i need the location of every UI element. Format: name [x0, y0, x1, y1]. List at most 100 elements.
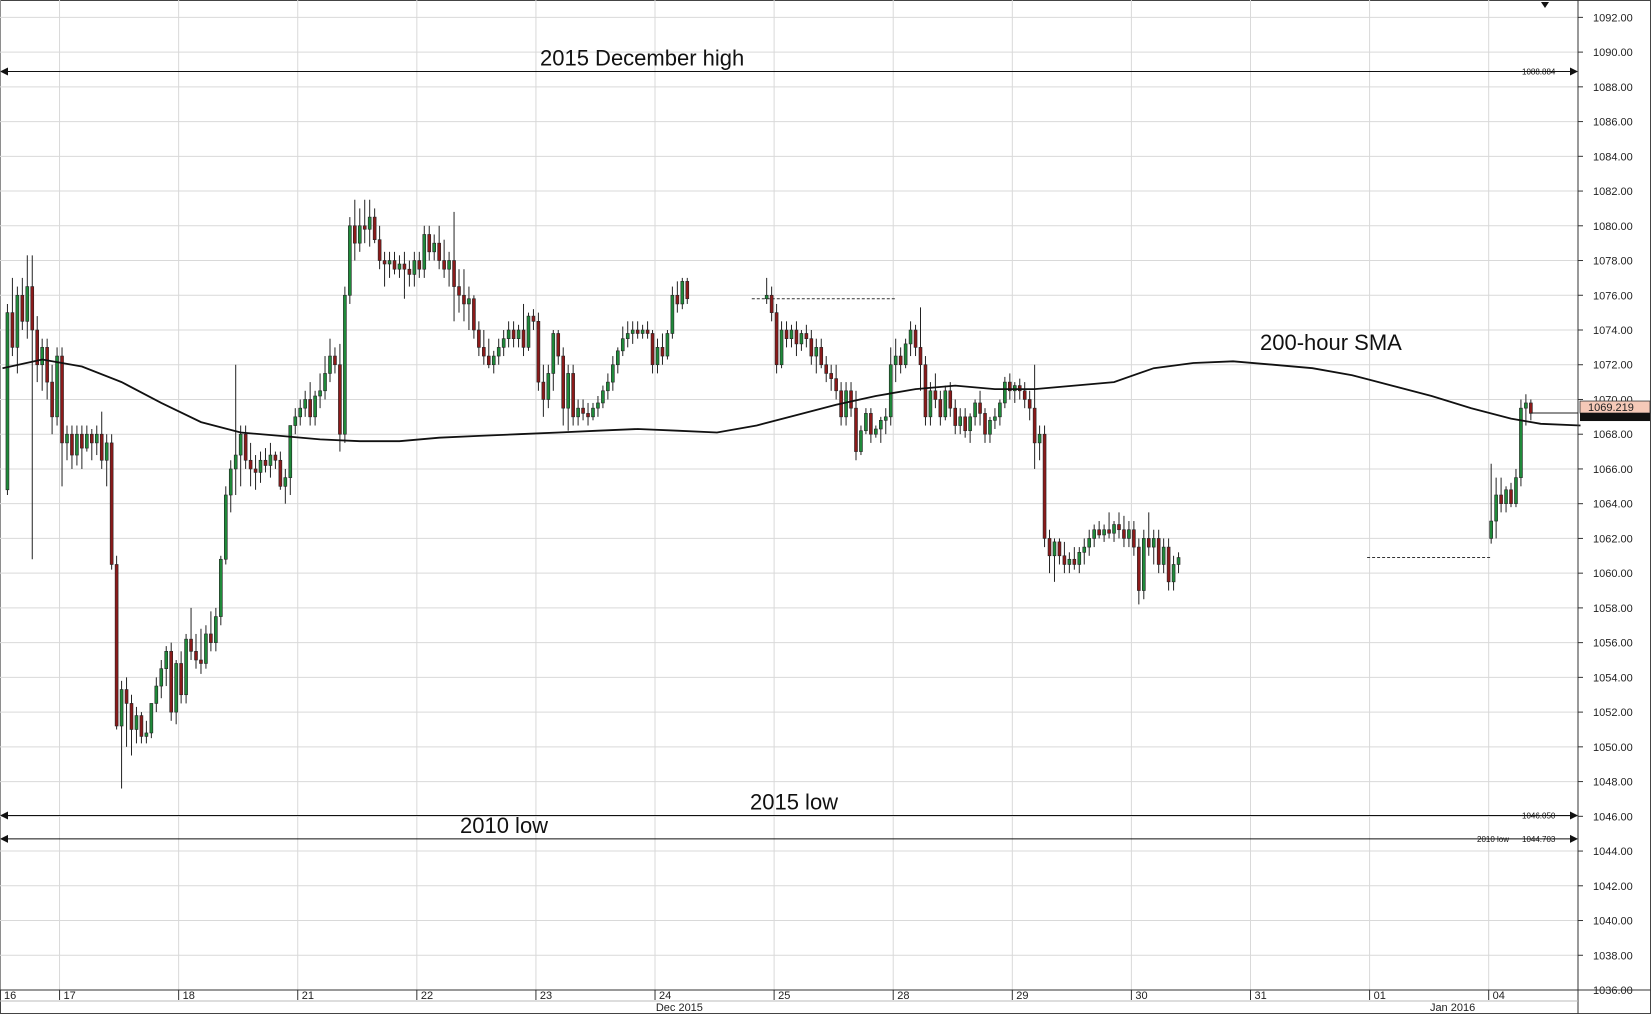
candle-body	[288, 425, 293, 478]
sma-line	[2, 358, 1581, 443]
candle-body	[353, 225, 357, 244]
candle-body	[1151, 538, 1156, 548]
y-tick-label: 1040.00	[1593, 916, 1633, 928]
candle-body	[933, 390, 938, 400]
y-tick-label: 1050.00	[1593, 742, 1633, 754]
candle-body	[923, 364, 928, 418]
x-month-label: Dec 2015	[656, 1002, 703, 1014]
x-day-label: 21	[302, 990, 314, 1002]
candle-body	[164, 651, 169, 669]
candle-body	[253, 468, 258, 473]
candle-body	[511, 329, 516, 339]
candle-body	[1519, 407, 1523, 478]
y-tick-label: 1056.00	[1593, 638, 1633, 650]
y-tick-label: 1092.00	[1593, 12, 1633, 24]
candle-body	[531, 315, 536, 322]
candle-body	[467, 298, 471, 305]
candle-body	[174, 663, 178, 713]
candle-body	[849, 390, 853, 409]
level-label: 2010 low	[460, 813, 548, 838]
candle-body	[660, 347, 665, 357]
candle-body	[784, 329, 789, 339]
candle-body	[308, 399, 312, 418]
candle-body	[1171, 564, 1176, 583]
candle-body	[223, 494, 228, 560]
y-tick-label: 1046.00	[1593, 811, 1633, 823]
candle-body	[313, 395, 317, 418]
candle-body	[764, 294, 769, 300]
candle-body	[566, 373, 570, 409]
candle-body	[874, 428, 878, 435]
candle-body	[526, 315, 531, 348]
candle-body	[5, 312, 10, 491]
candle-body	[199, 659, 203, 664]
candle-body	[1057, 541, 1062, 557]
x-day-label: 17	[64, 990, 76, 1002]
candle-body	[665, 333, 670, 357]
candle-body	[898, 355, 903, 366]
candle-body	[685, 281, 690, 300]
candle-body	[1166, 546, 1171, 583]
candle-body	[392, 260, 397, 270]
candle-body	[139, 715, 144, 737]
candle-body	[214, 616, 218, 643]
level-value-label: 1046.050	[1522, 811, 1556, 820]
candle-body	[496, 347, 501, 357]
candle-body	[35, 329, 40, 366]
y-tick-label: 1052.00	[1593, 707, 1633, 719]
candle-body	[204, 633, 208, 664]
candle-body	[348, 225, 352, 296]
candle-body	[382, 260, 387, 265]
level-tag-label: 2010 low	[1477, 835, 1509, 844]
candle-body	[794, 329, 799, 345]
x-day-label: 29	[1016, 990, 1028, 1002]
candle-body	[829, 373, 833, 379]
candle-body	[55, 355, 59, 418]
candle-body	[1077, 552, 1082, 565]
y-tick-label: 1078.00	[1593, 256, 1633, 268]
candle-body	[620, 338, 625, 352]
candle-body	[546, 373, 551, 400]
candle-body	[779, 329, 784, 366]
candle-body	[601, 390, 605, 404]
candle-body	[551, 333, 556, 374]
candle-body	[65, 433, 69, 444]
candle-body	[457, 286, 461, 296]
candle-body	[1092, 529, 1096, 539]
candle-body	[581, 407, 585, 414]
candles	[5, 199, 1533, 789]
candle-body	[1142, 538, 1146, 591]
candle-body	[278, 459, 283, 487]
candle-body	[1102, 529, 1106, 536]
candle-body	[1494, 494, 1498, 522]
candle-body	[1017, 385, 1022, 392]
y-tick-label: 1036.00	[1593, 985, 1633, 997]
candle-body	[323, 373, 327, 392]
y-tick-label: 1038.00	[1593, 950, 1633, 962]
candle-body	[338, 364, 342, 435]
candle-body	[1032, 407, 1037, 444]
candle-body	[834, 378, 838, 392]
candle-body	[903, 343, 908, 366]
candle-body	[10, 312, 15, 348]
level-arrow-left	[0, 67, 8, 76]
candle-body	[248, 459, 253, 470]
y-tick-label: 1068.00	[1593, 429, 1633, 441]
candle-body	[799, 333, 804, 345]
candle-body	[412, 260, 417, 275]
candle-body	[769, 294, 774, 313]
candle-body	[328, 355, 332, 374]
candle-body	[447, 260, 451, 270]
candle-body	[184, 638, 188, 696]
level-label: 2015 low	[750, 789, 838, 814]
candle-body	[25, 286, 30, 322]
candle-body	[357, 225, 362, 244]
candle-body	[1112, 524, 1116, 534]
candle-body	[333, 355, 337, 366]
candle-body	[119, 689, 124, 727]
candle-body	[442, 260, 446, 270]
level-arrow-right	[1570, 811, 1578, 820]
x-day-label: 18	[183, 990, 195, 1002]
candle-body	[611, 364, 615, 383]
candle-body	[998, 402, 1002, 418]
